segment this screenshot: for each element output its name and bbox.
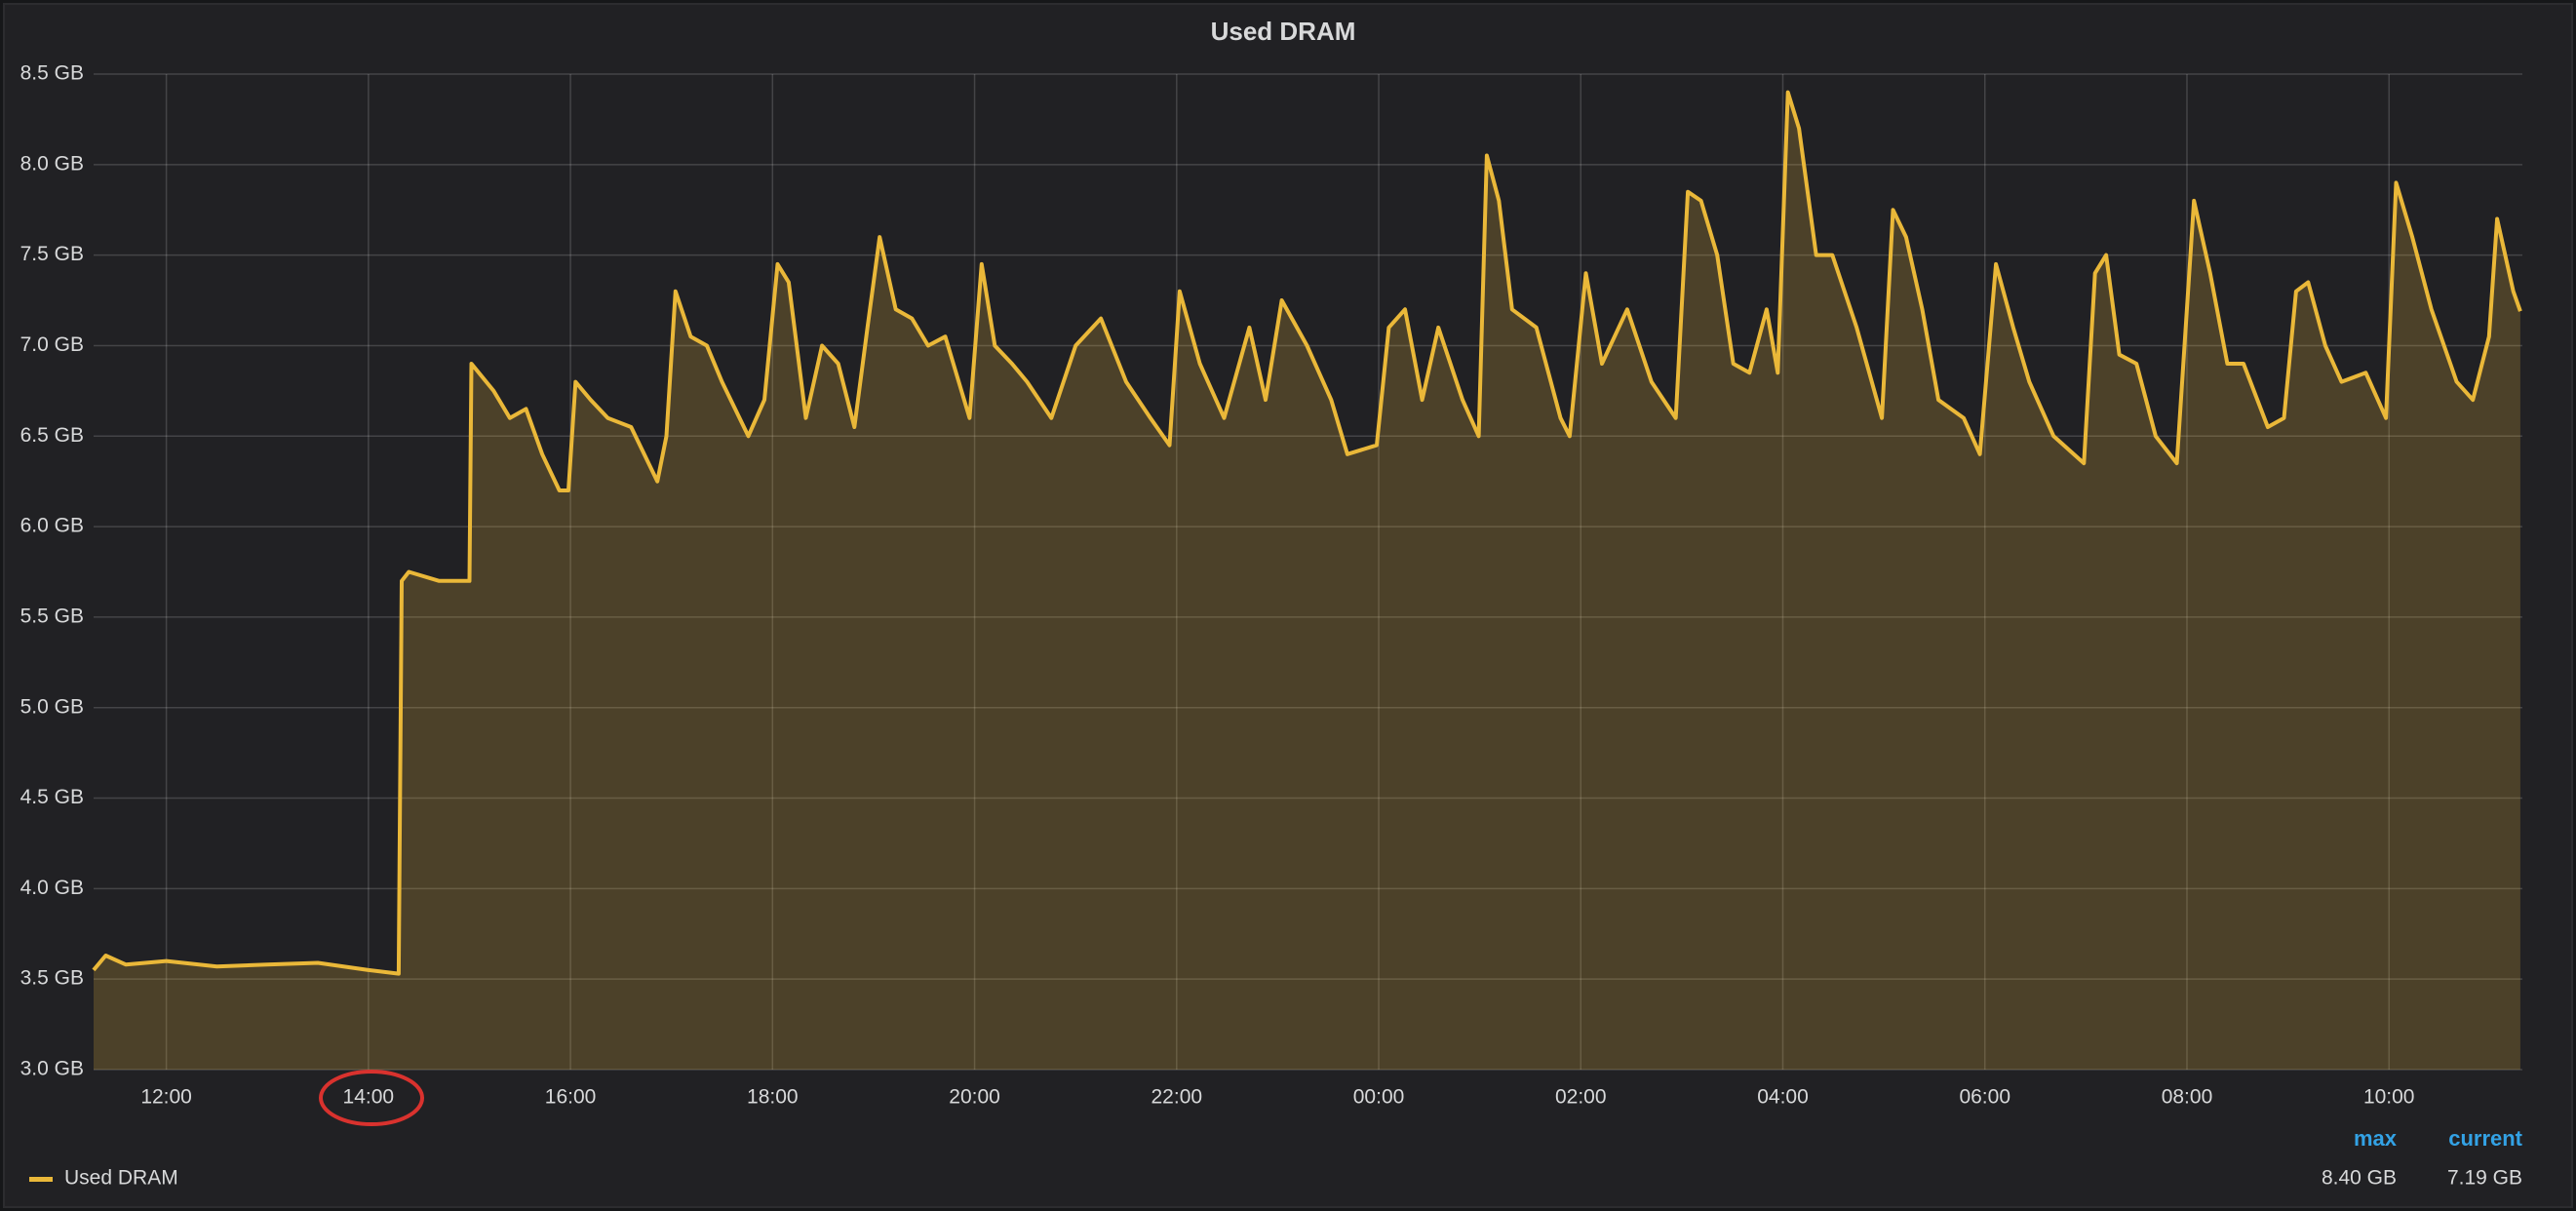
panel-background [3,3,2573,1208]
panel-title[interactable]: Used DRAM [1211,17,1356,46]
x-tick-label: 14:00 [343,1086,395,1109]
highlight-circle [319,1070,424,1126]
y-tick-label: 6.0 GB [20,515,84,537]
legend-swatch [29,1177,53,1182]
y-tick-label: 3.0 GB [20,1058,84,1080]
x-tick-label: 10:00 [2363,1086,2415,1109]
x-tick-label: 04:00 [1757,1086,1809,1109]
y-tick-label: 6.5 GB [20,424,84,447]
y-tick-label: 7.5 GB [20,243,84,265]
x-tick-label: 00:00 [1353,1086,1405,1109]
legend-stat-value: 7.19 GB [2447,1167,2522,1190]
y-tick-label: 7.0 GB [20,333,84,356]
x-tick-label: 20:00 [949,1086,1000,1109]
x-tick-label: 12:00 [140,1086,192,1109]
area-fill [94,92,2520,1071]
x-tick-label: 02:00 [1555,1086,1607,1109]
y-tick-label: 8.0 GB [20,152,84,175]
grid: 3.0 GB 3.5 GB 4.0 GB 4.5 GB 5.0 GB 5.5 GB 6.0 … [20,62,2522,1109]
x-tick-label: 16:00 [545,1086,597,1109]
x-tick-label: 08:00 [2162,1086,2213,1109]
y-tick-label: 4.0 GB [20,877,84,899]
y-tick-label: 5.0 GB [20,695,84,718]
series-line [92,90,2522,976]
x-tick-label: 22:00 [1151,1086,1203,1109]
y-tick-label: 8.5 GB [20,62,84,85]
plot [92,90,2522,1071]
x-tick-label: 06:00 [1959,1086,2010,1109]
x-tick-label: 18:00 [747,1086,799,1109]
legend-label[interactable]: Used DRAM [64,1167,178,1190]
y-tick-label: 3.5 GB [20,967,84,990]
legend-stat-header[interactable]: max [2354,1126,2398,1151]
legend: Used DRAM max 8.40 GB current 7.19 GB [29,1126,2523,1190]
legend-stat-header[interactable]: current [2448,1126,2522,1151]
y-tick-label: 4.5 GB [20,786,84,808]
y-tick-label: 5.5 GB [20,605,84,627]
legend-stat-value: 8.40 GB [2322,1167,2397,1190]
